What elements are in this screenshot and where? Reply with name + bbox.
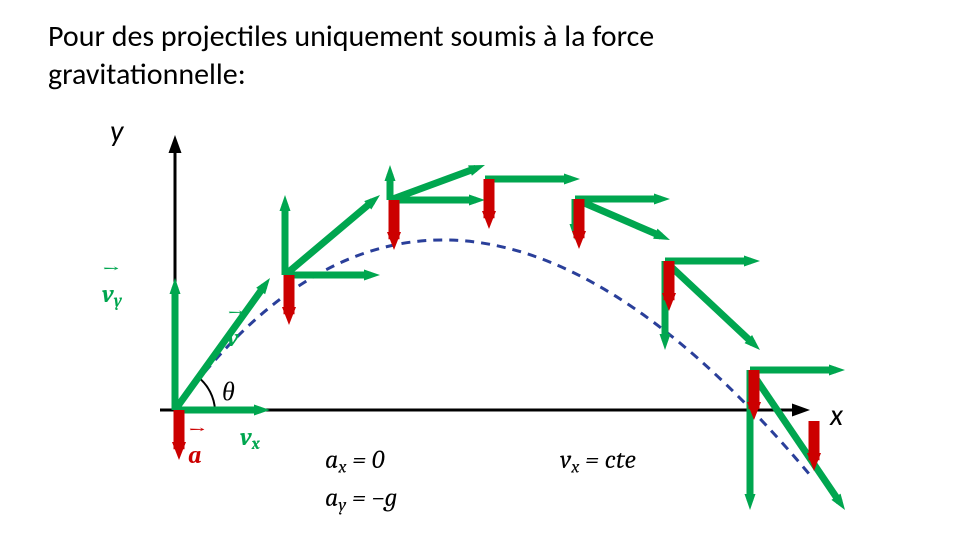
theta-label: θ [222, 377, 235, 407]
v-label: →v [227, 324, 239, 352]
y-axis-label: y [110, 113, 123, 150]
vy-label: →vy [102, 280, 122, 311]
equation-ax: ax = 0 [325, 445, 384, 478]
equation-ay: ay = −g [325, 483, 397, 516]
title-line2: gravitationnelle: [48, 56, 246, 93]
title-line1: Pour des projectiles uniquement soumis à… [48, 18, 654, 55]
title-text: Pour des projectiles uniquement soumis à… [48, 18, 908, 93]
x-axis-label: x [830, 397, 843, 434]
equation-vxcte: vx = cte [560, 445, 636, 478]
a-label: →a [188, 441, 202, 469]
projectile-diagram: y x →vy →vx →v →a θ ax = 0 ay = −g vx = … [70, 125, 890, 525]
vx-label: →vx [240, 423, 260, 454]
